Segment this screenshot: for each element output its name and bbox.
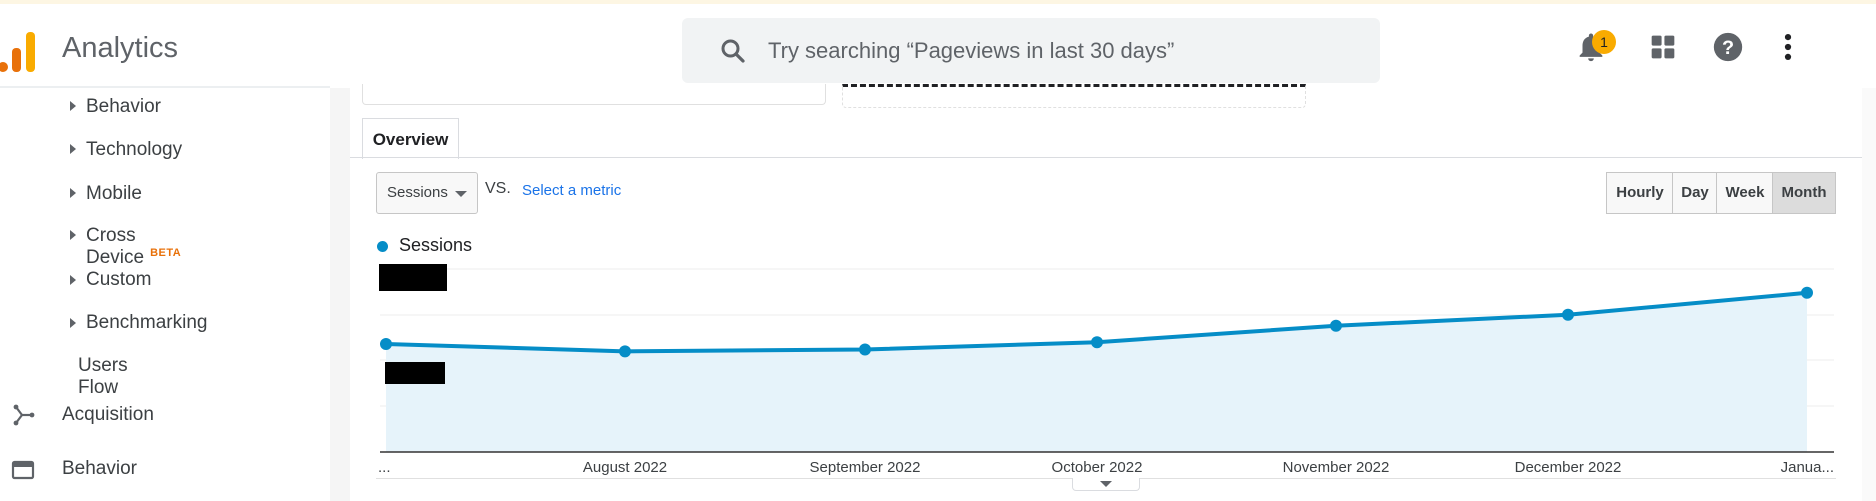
redacted-axis-label <box>385 362 445 384</box>
top-accent-line <box>0 0 1876 4</box>
beta-badge: BETA <box>150 247 182 259</box>
x-tick-label: Janua... <box>1781 459 1834 476</box>
search-placeholder: Try searching “Pageviews in last 30 days… <box>768 38 1175 63</box>
expand-caret-icon[interactable] <box>70 188 76 198</box>
data-point <box>619 345 631 358</box>
granularity-day-button[interactable]: Day <box>1672 172 1718 214</box>
x-tick-label: October 2022 <box>1052 459 1143 476</box>
x-tick-label: September 2022 <box>810 459 921 476</box>
x-tick-label: November 2022 <box>1283 459 1390 476</box>
data-point <box>1330 319 1342 332</box>
data-point <box>1091 336 1103 349</box>
search-icon <box>721 39 745 63</box>
acquisition-icon <box>13 404 35 426</box>
select-metric-link[interactable]: Select a metric <box>522 182 622 199</box>
series-area <box>386 292 1807 452</box>
app-title: Analytics <box>62 32 179 64</box>
granularity-hourly-button[interactable]: Hourly <box>1606 172 1674 214</box>
sidebar-top-divider <box>0 86 330 89</box>
expand-caret-icon[interactable] <box>70 144 76 154</box>
vs-label: VS. <box>485 180 511 197</box>
chevron-down-icon <box>455 191 467 197</box>
x-tick-label: December 2022 <box>1515 459 1622 476</box>
analytics-logo <box>0 28 40 72</box>
legend-dot <box>377 241 388 252</box>
main-right-gutter <box>1862 88 1876 501</box>
notification-badge: 1 <box>1592 30 1616 54</box>
collapse-toggle[interactable] <box>1072 478 1140 491</box>
tab-underline <box>350 157 1862 158</box>
legend-label: Sessions <box>399 235 473 255</box>
sidebar-section-acquisition[interactable]: Acquisition <box>62 404 154 425</box>
tab-overview[interactable]: Overview <box>362 118 459 159</box>
more-options-icon[interactable] <box>1771 30 1805 64</box>
expand-caret-icon[interactable] <box>70 230 76 240</box>
metric-select[interactable]: Sessions <box>376 172 478 214</box>
behavior-icon <box>11 460 35 480</box>
expand-caret-icon[interactable] <box>70 101 76 111</box>
data-point <box>1562 308 1574 321</box>
x-tick-label: August 2022 <box>583 459 667 476</box>
sidebar-section-behavior[interactable]: Behavior <box>62 458 137 479</box>
metric-select-value: Sessions <box>387 184 448 201</box>
sidebar-item-cross-device[interactable]: Cross Device BETA <box>86 225 181 269</box>
redacted-axis-label <box>379 264 447 291</box>
search-bar[interactable]: Try searching “Pageviews in last 30 days… <box>682 18 1380 83</box>
data-point <box>380 338 392 351</box>
sidebar-item-technology[interactable]: Technology <box>86 139 183 160</box>
sidebar-gutter <box>330 88 350 501</box>
apps-grid-icon[interactable] <box>1646 30 1680 64</box>
sidebar: Behavior Technology Mobile Cross Device B… <box>0 88 330 501</box>
granularity-week-button[interactable]: Week <box>1716 172 1774 214</box>
sidebar-item-users-flow[interactable]: Users Flow <box>78 355 128 398</box>
svg-text:?: ? <box>1722 37 1734 59</box>
help-icon[interactable]: ? <box>1711 30 1745 64</box>
expand-caret-icon[interactable] <box>70 275 76 285</box>
sidebar-item-benchmarking[interactable]: Benchmarking <box>86 312 208 333</box>
data-point <box>859 343 871 356</box>
sidebar-item-label: Cross Device <box>86 225 145 268</box>
x-tick-label: ... <box>378 459 391 476</box>
sidebar-item-mobile[interactable]: Mobile <box>86 183 142 204</box>
sidebar-item-custom[interactable]: Custom <box>86 269 152 290</box>
card-stub <box>362 84 826 105</box>
expand-caret-icon[interactable] <box>70 318 76 328</box>
app-header: Analytics Try searching “Pageviews in la… <box>0 4 1876 88</box>
sidebar-item-behavior[interactable]: Behavior <box>86 96 161 117</box>
granularity-month-button[interactable]: Month <box>1772 172 1836 214</box>
card-stub <box>842 84 1306 108</box>
data-point <box>1801 286 1813 299</box>
